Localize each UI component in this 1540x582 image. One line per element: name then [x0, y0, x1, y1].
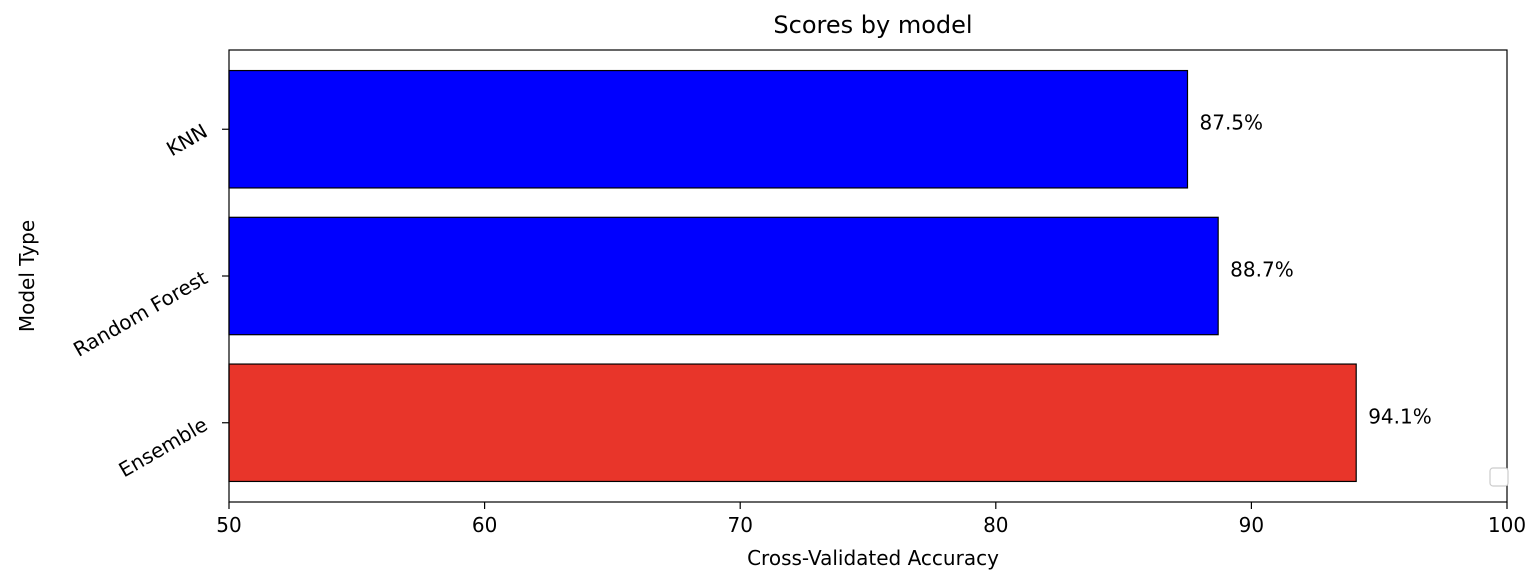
- x-tick-label: 100: [1488, 513, 1526, 537]
- bar-knn: [228, 69, 1189, 189]
- bars-layer: [228, 69, 1357, 483]
- value-label: 88.7%: [1230, 258, 1294, 282]
- legend-box: [1489, 467, 1509, 487]
- value-label: 87.5%: [1200, 111, 1264, 135]
- x-tick-label: 90: [1239, 513, 1264, 537]
- bar-ensemble: [228, 363, 1357, 483]
- bar-random-forest: [228, 216, 1219, 336]
- x-tick-label: 50: [216, 513, 241, 537]
- x-axis-ticks: 50 60 70 80 90 100: [216, 502, 1526, 537]
- x-tick-label: 80: [983, 513, 1008, 537]
- x-tick-label: 60: [472, 513, 497, 537]
- value-labels-layer: 94.1% 88.7% 87.5%: [1200, 111, 1432, 429]
- y-axis-label: Model Type: [15, 220, 39, 332]
- x-axis-label: Cross-Validated Accuracy: [747, 546, 999, 570]
- chart-title: Scores by model: [773, 11, 972, 39]
- x-tick-label: 70: [727, 513, 752, 537]
- value-label: 94.1%: [1368, 404, 1432, 428]
